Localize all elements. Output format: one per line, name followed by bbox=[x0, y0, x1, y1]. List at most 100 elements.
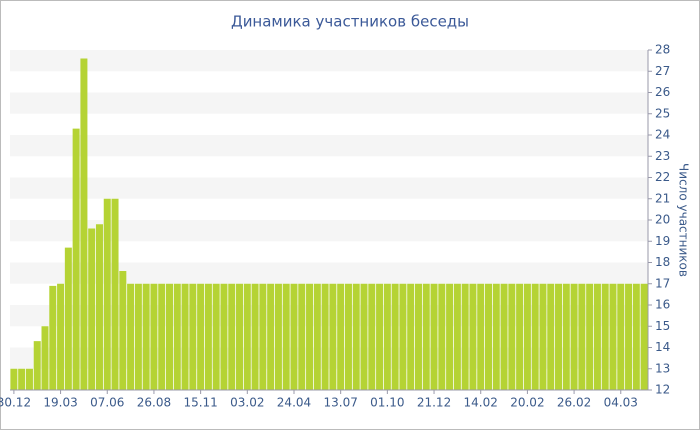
bar bbox=[321, 283, 329, 390]
grid-band bbox=[10, 177, 648, 199]
bar bbox=[49, 285, 57, 390]
bar bbox=[88, 228, 96, 390]
bar bbox=[119, 271, 127, 390]
bar bbox=[609, 283, 617, 390]
bar bbox=[383, 283, 391, 390]
x-tick-label: 14.02 bbox=[464, 396, 498, 410]
bar bbox=[516, 283, 524, 390]
bar bbox=[601, 283, 609, 390]
x-tick-label: 07.06 bbox=[90, 396, 124, 410]
bar bbox=[337, 283, 345, 390]
x-tick-label: 01.10 bbox=[370, 396, 404, 410]
bar bbox=[500, 283, 508, 390]
bar bbox=[477, 283, 485, 390]
bar bbox=[150, 283, 158, 390]
bar bbox=[640, 283, 648, 390]
bar bbox=[134, 283, 142, 390]
bar bbox=[236, 283, 244, 390]
bar bbox=[632, 283, 640, 390]
bar bbox=[593, 283, 601, 390]
x-tick-label: 04.03 bbox=[604, 396, 638, 410]
bar bbox=[368, 283, 376, 390]
bar bbox=[18, 368, 26, 390]
bar bbox=[407, 283, 415, 390]
grid-band bbox=[10, 50, 648, 72]
bar bbox=[586, 283, 594, 390]
y-tick-label: 28 bbox=[655, 43, 670, 57]
x-tick-label: 03.02 bbox=[230, 396, 264, 410]
bar bbox=[376, 283, 384, 390]
y-tick-label: 16 bbox=[655, 298, 670, 312]
grid-band bbox=[10, 135, 648, 157]
bar bbox=[298, 283, 306, 390]
bar bbox=[438, 283, 446, 390]
y-tick-label: 24 bbox=[655, 128, 670, 142]
bar bbox=[64, 247, 72, 390]
bar bbox=[539, 283, 547, 390]
bar bbox=[523, 283, 531, 390]
bar bbox=[547, 283, 555, 390]
bar bbox=[469, 283, 477, 390]
bar bbox=[57, 283, 65, 390]
bar bbox=[243, 283, 251, 390]
bar bbox=[313, 283, 321, 390]
grid-band bbox=[10, 262, 648, 284]
y-tick-label: 22 bbox=[655, 170, 670, 184]
bar bbox=[492, 283, 500, 390]
bar bbox=[461, 283, 469, 390]
bar bbox=[95, 224, 103, 390]
y-tick-label: 26 bbox=[655, 85, 670, 99]
bar bbox=[399, 283, 407, 390]
y-tick-label: 19 bbox=[655, 234, 670, 248]
y-tick-label: 12 bbox=[655, 383, 670, 397]
bar bbox=[212, 283, 220, 390]
bar bbox=[267, 283, 275, 390]
bar bbox=[72, 128, 80, 390]
bar bbox=[33, 341, 41, 390]
bar bbox=[555, 283, 563, 390]
bar bbox=[391, 283, 399, 390]
bar bbox=[617, 283, 625, 390]
bar bbox=[165, 283, 174, 390]
bar bbox=[578, 283, 586, 390]
y-tick-label: 15 bbox=[655, 319, 670, 333]
bar bbox=[228, 283, 236, 390]
bar bbox=[484, 283, 493, 390]
bar bbox=[142, 283, 150, 390]
bar bbox=[181, 283, 189, 390]
bar bbox=[111, 198, 119, 390]
y-axis-title: Число участников bbox=[677, 163, 691, 277]
bar bbox=[251, 283, 259, 390]
bar bbox=[414, 283, 422, 390]
bar bbox=[422, 283, 430, 390]
bar bbox=[570, 283, 578, 390]
bar bbox=[344, 283, 352, 390]
x-tick-label: 19.03 bbox=[43, 396, 77, 410]
bar bbox=[197, 283, 205, 390]
bar bbox=[259, 283, 267, 390]
grid-band bbox=[10, 220, 648, 242]
bar bbox=[189, 283, 197, 390]
bar bbox=[446, 283, 454, 390]
bar bbox=[282, 283, 290, 390]
x-tick-label: 15.11 bbox=[183, 396, 217, 410]
bar bbox=[360, 283, 368, 390]
y-tick-label: 21 bbox=[655, 191, 670, 205]
bar bbox=[173, 283, 181, 390]
bar bbox=[158, 283, 166, 390]
bar bbox=[10, 368, 18, 390]
y-tick-label: 18 bbox=[655, 255, 670, 269]
x-tick-label: 26.08 bbox=[137, 396, 171, 410]
bar bbox=[453, 283, 461, 390]
y-tick-label: 13 bbox=[655, 361, 670, 375]
bar bbox=[352, 283, 360, 390]
bar bbox=[80, 58, 88, 390]
bar bbox=[41, 326, 49, 390]
bar bbox=[220, 283, 228, 390]
bar bbox=[562, 283, 570, 390]
bar bbox=[25, 368, 33, 390]
bar bbox=[306, 283, 314, 390]
x-tick-label: 13.07 bbox=[323, 396, 357, 410]
